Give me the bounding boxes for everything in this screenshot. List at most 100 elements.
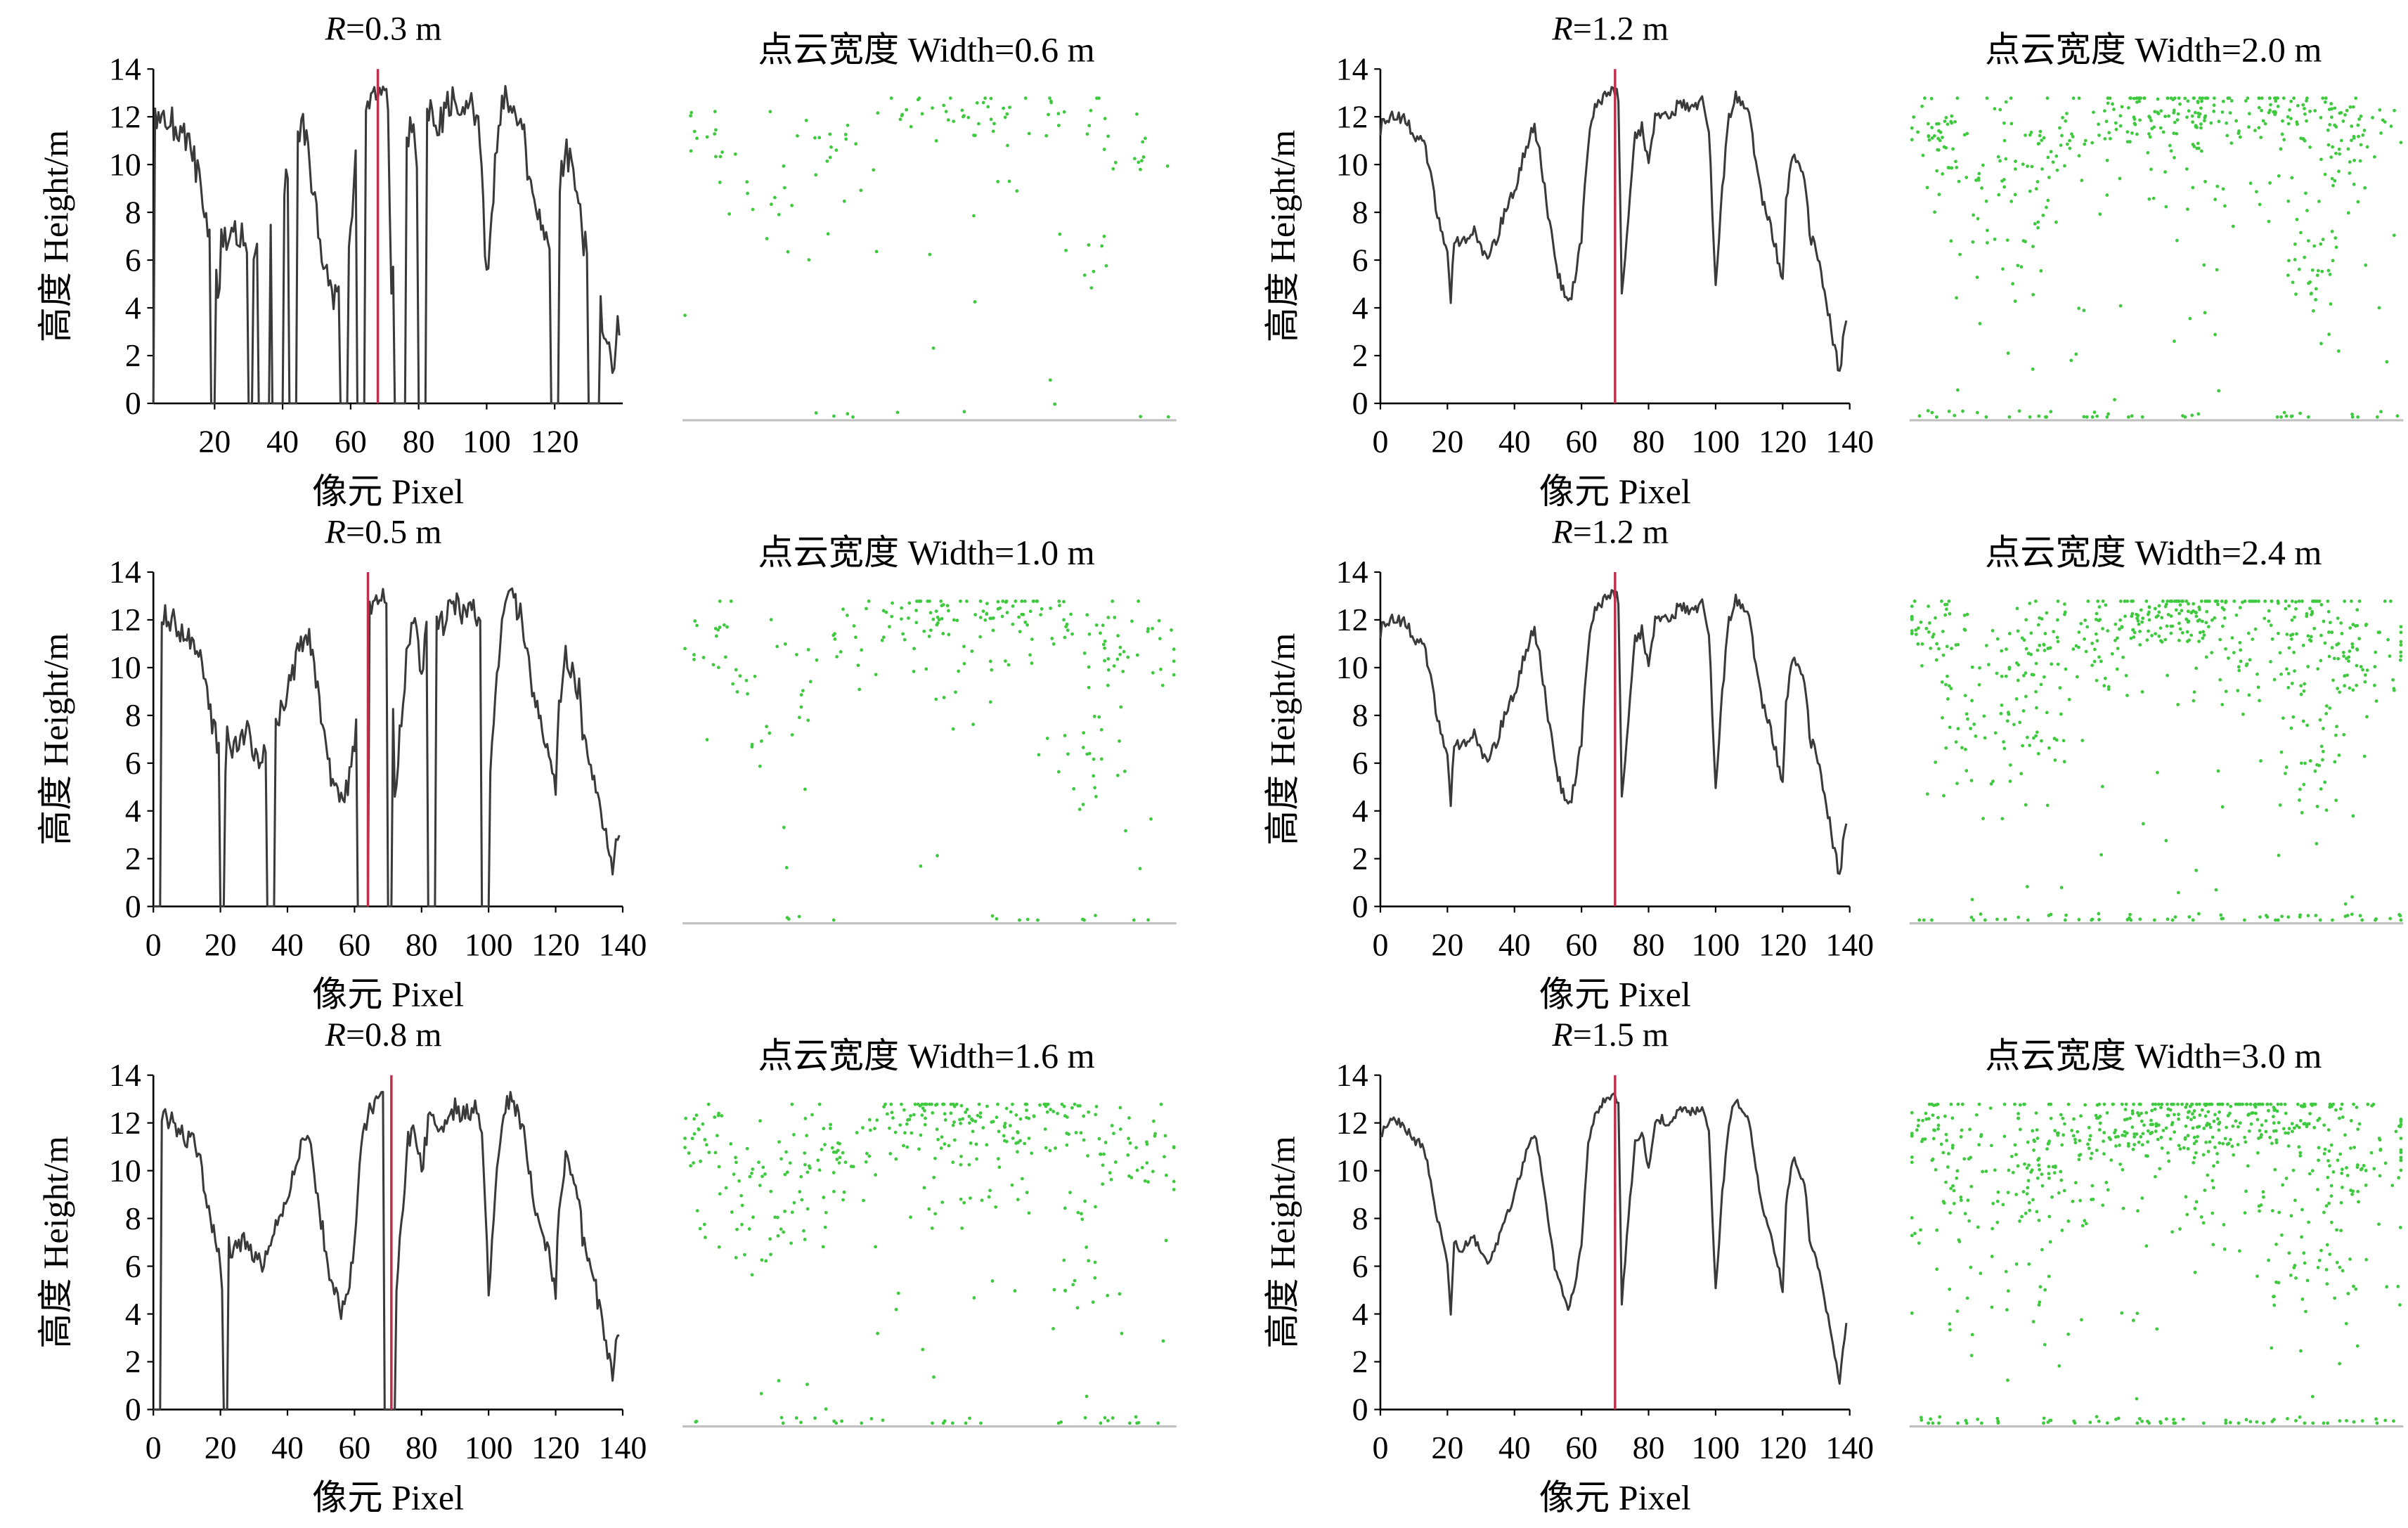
cloud-point <box>803 1163 807 1167</box>
cloud-point <box>2104 1181 2109 1184</box>
cloud-point <box>2399 1168 2403 1172</box>
cloud-point <box>2377 306 2381 310</box>
cloud-point <box>2326 600 2330 603</box>
cloud-point <box>2324 1204 2329 1208</box>
cloud-point <box>1137 600 1141 603</box>
cloud-point <box>2281 96 2286 101</box>
cloud-point <box>2253 1102 2258 1106</box>
cloud-point <box>2218 637 2222 642</box>
cloud-point <box>2244 99 2248 103</box>
cloud-point <box>2241 1102 2244 1106</box>
cloud-point <box>2031 736 2035 740</box>
y-tick-label: 2 <box>125 337 141 373</box>
cloud-point <box>1082 731 1086 735</box>
cloud-point <box>981 609 985 613</box>
cloud-point <box>2033 600 2038 603</box>
cloud-point <box>790 733 794 737</box>
cloud-point <box>828 132 832 136</box>
point-cloud-title: 点云宽度 Width=0.6 m <box>758 30 1094 69</box>
cloud-point <box>2299 684 2303 688</box>
cloud-point <box>1103 1416 1107 1420</box>
cloud-point <box>2204 655 2208 659</box>
cloud-point <box>783 1210 787 1213</box>
cloud-point <box>2212 110 2216 113</box>
cloud-point <box>1075 1306 1080 1310</box>
cloud-point <box>1146 1180 1150 1184</box>
y-axis-label: 高度 Height/m <box>36 633 75 846</box>
cloud-point <box>2322 1123 2326 1127</box>
cloud-point <box>2318 718 2322 722</box>
x-tick-label: 120 <box>1759 926 1807 962</box>
cloud-point <box>2267 96 2272 101</box>
cloud-point <box>2125 600 2130 603</box>
cloud-point <box>2348 160 2352 164</box>
cloud-point <box>760 739 763 743</box>
cloud-point <box>2272 1295 2276 1298</box>
cloud-point <box>966 115 971 119</box>
cloud-point <box>2127 415 2130 419</box>
cloud-point <box>2326 128 2330 132</box>
cloud-point <box>1094 914 1097 917</box>
x-axis-label: 像元 Pixel <box>1539 1477 1691 1517</box>
cloud-point <box>2257 600 2260 603</box>
cloud-point <box>2031 673 2035 677</box>
cloud-point <box>2144 1154 2148 1158</box>
cloud-point <box>1112 1132 1115 1136</box>
cloud-point <box>936 854 939 857</box>
cloud-point <box>2141 822 2145 826</box>
cloud-point <box>965 600 969 603</box>
cloud-point <box>2166 600 2170 603</box>
cloud-point <box>934 697 938 701</box>
cloud-point <box>683 313 687 318</box>
cloud-point <box>2204 621 2208 625</box>
cloud-point <box>2159 1135 2163 1139</box>
cloud-point <box>2163 637 2168 642</box>
cloud-point <box>2169 96 2173 101</box>
cloud-point <box>2169 149 2173 153</box>
cloud-point <box>2300 810 2304 815</box>
cloud-point <box>2194 868 2199 872</box>
cloud-point <box>2088 1420 2092 1425</box>
cloud-point <box>1101 1163 1105 1167</box>
cloud-point <box>1942 794 1946 798</box>
cloud-point <box>2289 726 2293 730</box>
cloud-point <box>2398 658 2402 662</box>
cloud-point <box>1995 671 1999 675</box>
cloud-point <box>2224 689 2228 694</box>
cloud-point <box>2167 1159 2171 1163</box>
cloud-point <box>2321 758 2324 762</box>
cloud-point <box>1005 611 1009 614</box>
cloud-point <box>1952 1201 1956 1205</box>
cloud-point <box>1132 918 1136 922</box>
cloud-point <box>1135 1168 1139 1172</box>
cloud-point <box>2042 136 2046 140</box>
cloud-point <box>2041 213 2045 217</box>
cloud-point <box>867 1118 872 1122</box>
cloud-point <box>2118 600 2123 603</box>
cloud-point <box>959 1103 964 1108</box>
cloud-point <box>1070 1106 1074 1110</box>
cloud-point <box>1052 1288 1056 1292</box>
cloud-point <box>758 764 762 768</box>
cloud-point <box>2246 1164 2250 1168</box>
cloud-point <box>2260 1102 2265 1106</box>
cloud-point <box>2333 179 2337 183</box>
cloud-point <box>1955 296 1958 300</box>
cloud-point <box>2326 268 2331 273</box>
cloud-point <box>2300 1297 2305 1301</box>
cloud-point <box>734 1155 737 1160</box>
cloud-point <box>2350 124 2354 128</box>
cloud-point <box>2364 1257 2369 1262</box>
cloud-point <box>803 1117 808 1120</box>
cloud-point <box>2115 667 2119 671</box>
cloud-point <box>716 666 720 670</box>
cloud-point <box>2264 1129 2268 1134</box>
cloud-point <box>2303 112 2307 116</box>
cloud-point <box>1018 918 1021 922</box>
cloud-point <box>990 1279 995 1283</box>
cloud-point <box>2331 678 2335 682</box>
cloud-point <box>2365 668 2369 673</box>
cloud-point <box>2399 643 2403 647</box>
cloud-point <box>1151 626 1155 630</box>
cloud-point <box>2399 1118 2403 1122</box>
